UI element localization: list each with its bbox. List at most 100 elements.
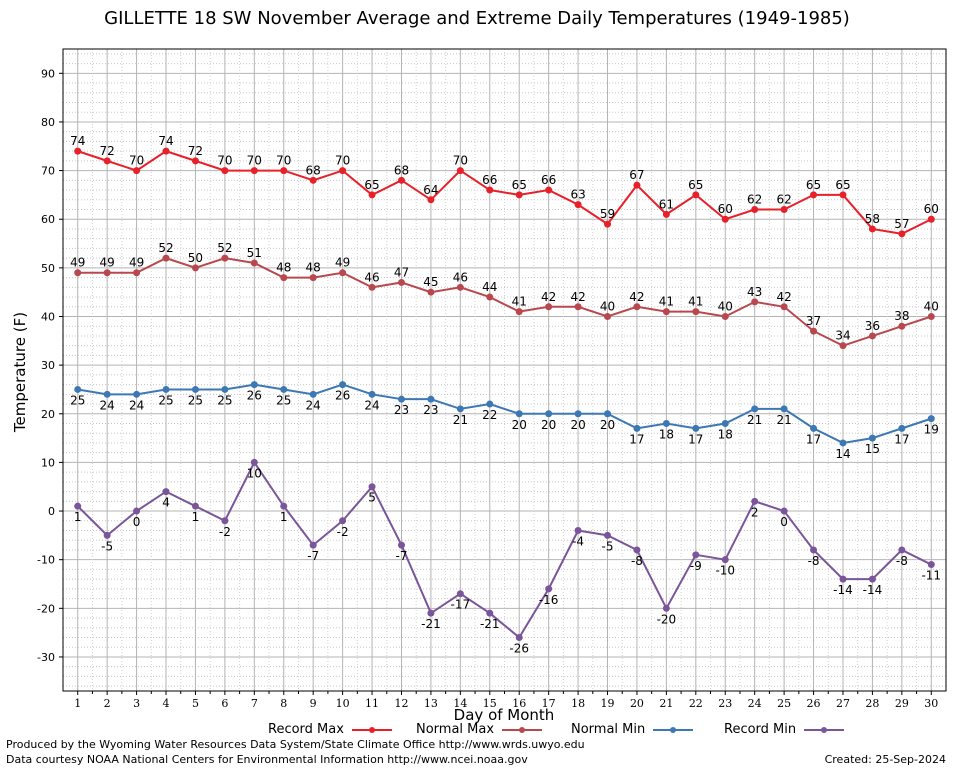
data-label: 20	[600, 418, 615, 432]
data-point	[898, 546, 906, 554]
data-point	[250, 381, 258, 389]
data-label: 51	[247, 246, 262, 260]
y-tick-label: 90	[41, 67, 55, 80]
data-point	[780, 405, 788, 413]
data-point	[368, 483, 376, 491]
x-tick-label: 30	[924, 697, 938, 710]
data-point	[515, 308, 523, 316]
data-point	[633, 546, 641, 554]
data-label: 26	[247, 389, 262, 403]
data-point	[721, 313, 729, 320]
data-label: 62	[747, 193, 762, 207]
data-point	[692, 308, 700, 316]
data-point	[133, 167, 141, 175]
x-tick-label: 15	[483, 697, 497, 710]
data-label: 15	[865, 442, 880, 456]
data-point	[339, 381, 347, 389]
data-point	[368, 191, 376, 199]
data-point	[633, 181, 641, 189]
data-label: -10	[715, 564, 735, 578]
data-point	[839, 439, 847, 447]
data-point	[515, 634, 523, 641]
data-label: 48	[306, 261, 321, 275]
data-label: -4	[572, 535, 584, 549]
data-label: 45	[423, 275, 438, 289]
x-tick-label: 16	[512, 697, 526, 710]
data-label: 50	[188, 251, 203, 265]
data-label: -7	[395, 549, 407, 563]
data-label: 58	[865, 212, 880, 226]
data-label: 21	[453, 413, 468, 427]
data-label: 4	[162, 496, 170, 510]
data-point	[397, 541, 405, 549]
data-label: 20	[570, 418, 585, 432]
data-label: -21	[421, 617, 441, 631]
data-label: 18	[718, 428, 733, 442]
data-point	[74, 502, 82, 510]
data-point	[545, 186, 553, 194]
data-label: 57	[894, 217, 909, 231]
data-point	[103, 269, 111, 277]
series-line-normal-max	[77, 257, 932, 347]
x-tick-label: 23	[718, 697, 732, 710]
data-label: 41	[688, 295, 703, 309]
data-label: 19	[924, 423, 939, 437]
data-label: 42	[570, 290, 585, 304]
data-point	[74, 385, 82, 393]
data-point	[839, 575, 847, 583]
data-label: 70	[453, 154, 468, 168]
data-point	[604, 313, 612, 320]
data-label: 25	[158, 393, 173, 407]
data-label: 65	[806, 178, 821, 192]
x-tick-label: 20	[630, 697, 644, 710]
data-label: 74	[70, 134, 85, 148]
data-point	[162, 385, 170, 393]
data-label: 42	[776, 290, 791, 304]
legend-item-normal-min: Normal Min	[571, 722, 694, 737]
y-tick-label: 0	[48, 505, 55, 518]
data-point	[456, 405, 464, 413]
data-label: 65	[688, 178, 703, 192]
y-tick-label: 60	[41, 213, 55, 226]
data-label: 1	[192, 510, 200, 524]
y-tick-label: 80	[41, 116, 55, 129]
data-point	[103, 390, 111, 398]
data-label: 42	[629, 290, 644, 304]
data-point	[221, 385, 229, 393]
data-label: 1	[280, 510, 288, 524]
x-tick-label: 28	[865, 697, 879, 710]
data-point	[309, 274, 317, 282]
data-label: -2	[219, 525, 231, 539]
data-label: 68	[306, 163, 321, 177]
data-label: 24	[129, 398, 144, 412]
legend-swatch-normal-max	[502, 726, 543, 733]
data-label: 70	[335, 154, 350, 168]
data-point	[103, 531, 111, 539]
x-tick-label: 7	[251, 697, 258, 710]
x-tick-label: 8	[280, 697, 287, 710]
data-point	[927, 415, 935, 423]
data-point	[810, 327, 818, 335]
legend-swatch-normal-min	[653, 726, 694, 733]
x-axis-label: Day of Month	[453, 706, 555, 724]
x-tick-label: 22	[689, 697, 703, 710]
x-tick-label: 29	[895, 697, 909, 710]
y-tick-label: 20	[41, 408, 55, 421]
data-label: 60	[924, 202, 939, 216]
data-label: 36	[865, 319, 880, 333]
data-label: -11	[921, 569, 941, 583]
data-point	[751, 497, 759, 505]
data-label: 40	[718, 300, 733, 314]
data-point	[662, 420, 670, 427]
data-label: 34	[835, 329, 850, 343]
legend-label-normal-max: Normal Max	[416, 722, 495, 737]
data-point	[574, 527, 582, 534]
data-point	[868, 434, 876, 442]
data-point	[191, 264, 199, 272]
data-point	[868, 332, 876, 340]
data-label: 42	[541, 290, 556, 304]
data-point	[280, 167, 288, 175]
